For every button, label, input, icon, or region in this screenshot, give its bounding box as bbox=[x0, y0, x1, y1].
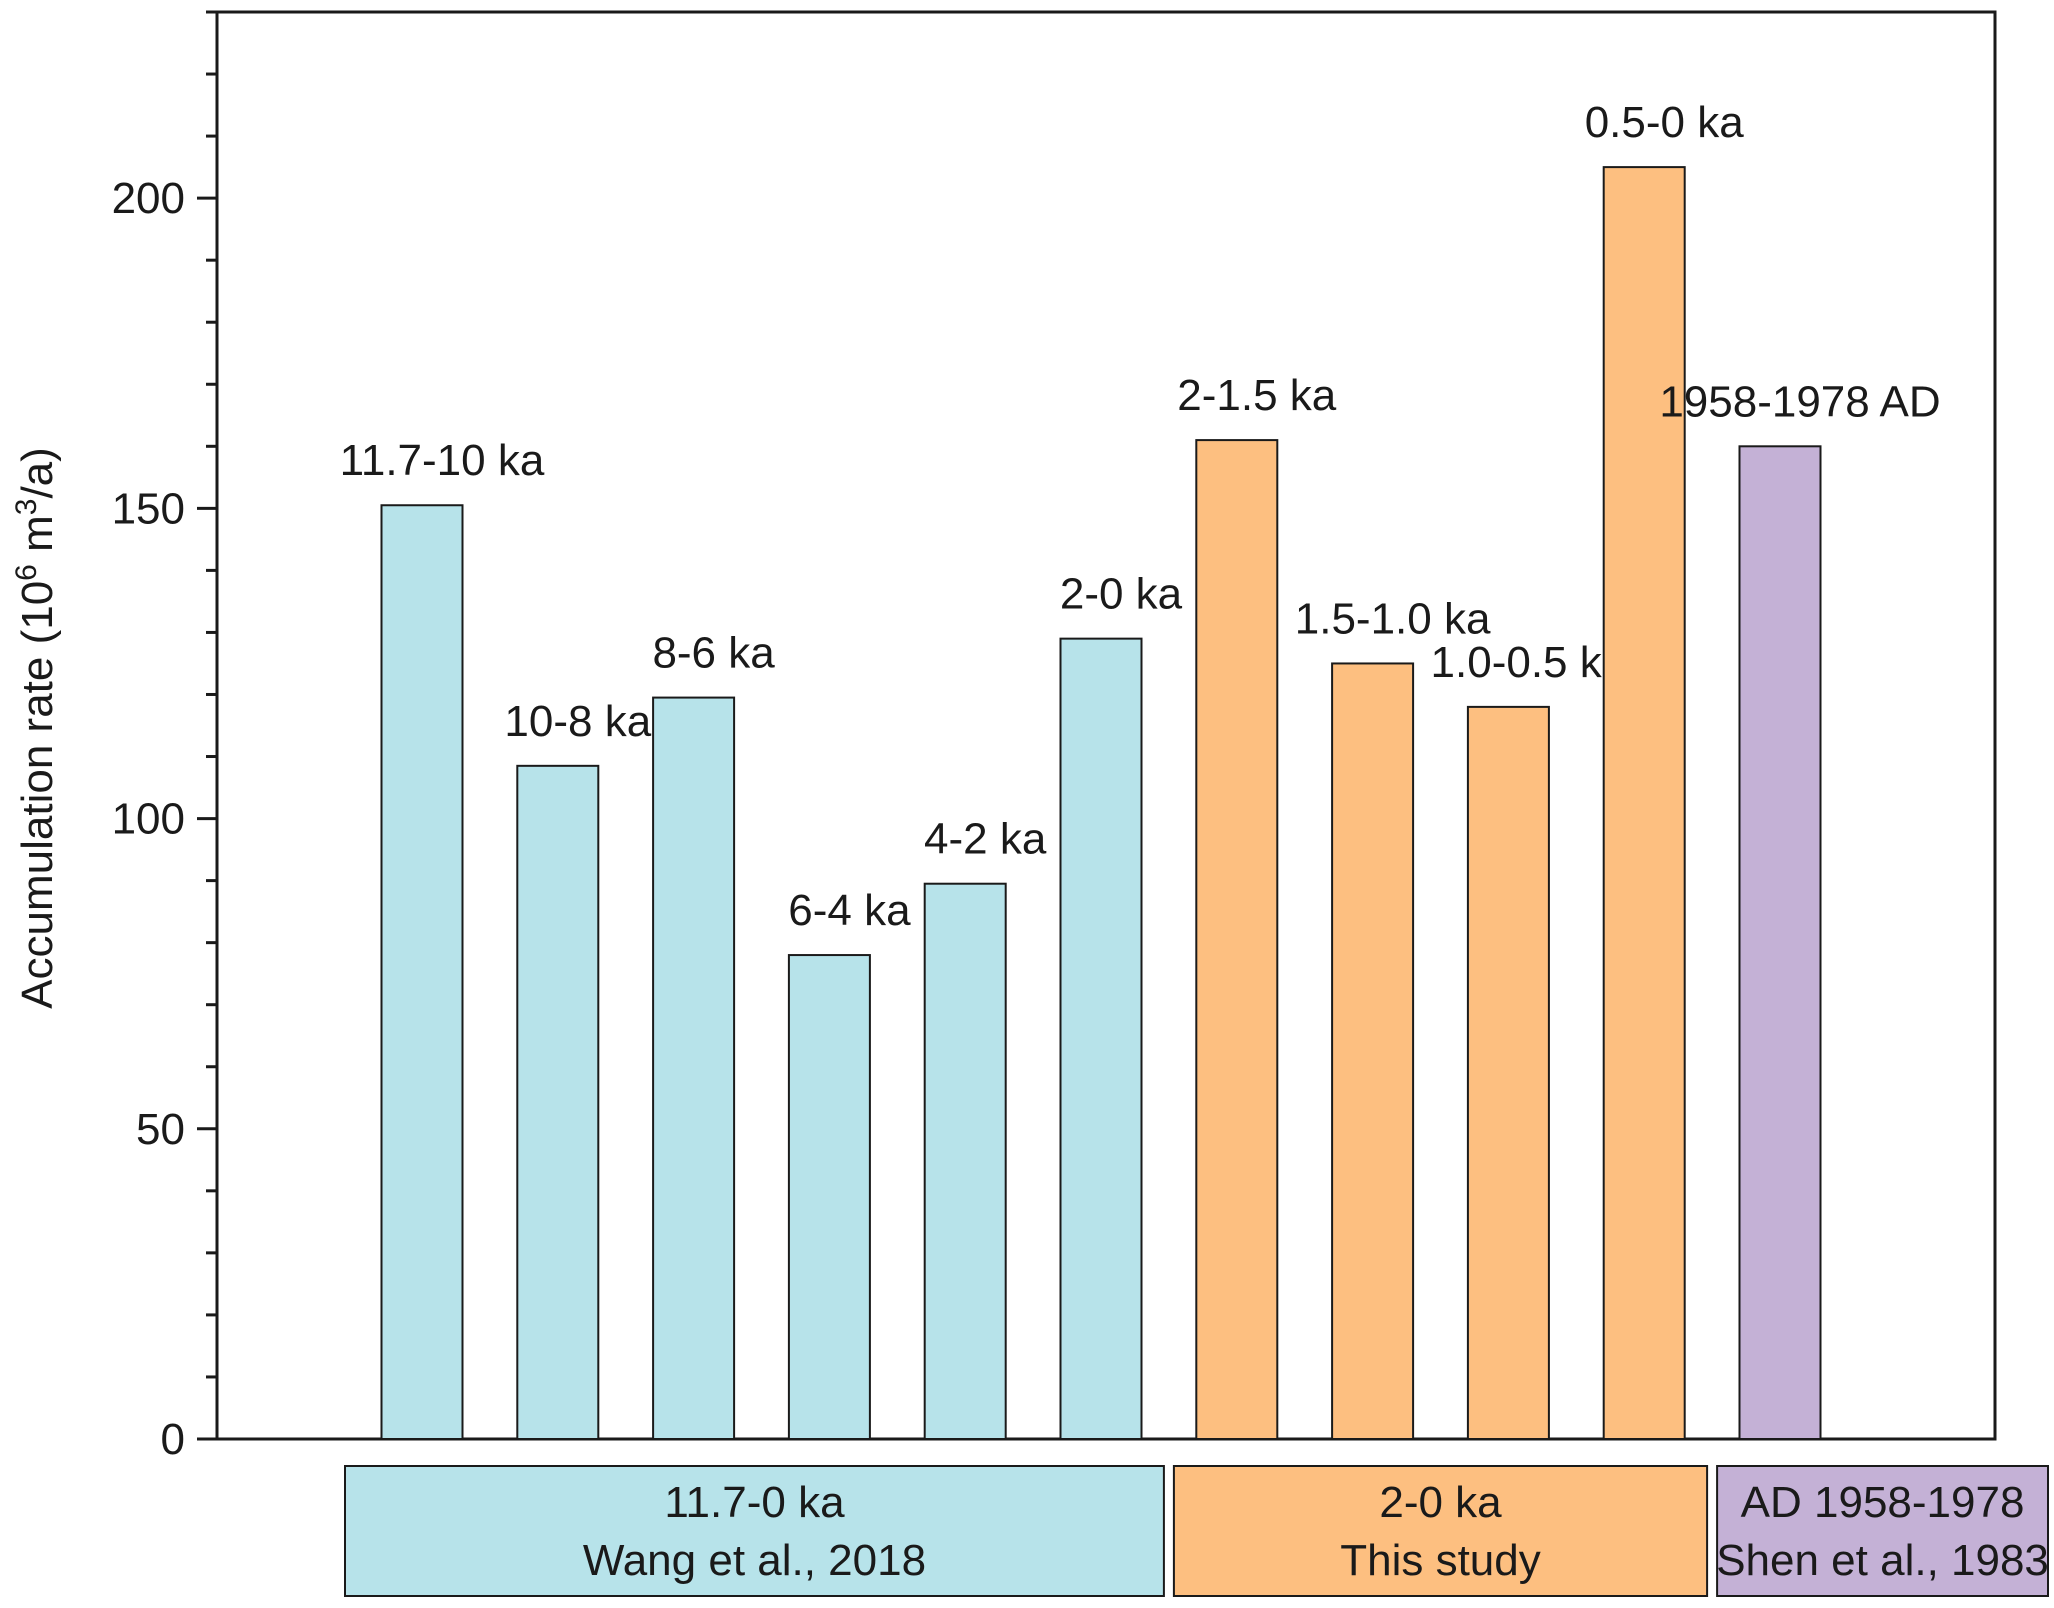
group-label-source: This study bbox=[1340, 1536, 1541, 1585]
group-label-source: Shen et al., 1983 bbox=[1716, 1536, 2049, 1585]
bars: 11.7-10 ka 10-8 ka8-6 ka 6-4 ka 4-2 ka 2-0 k… bbox=[340, 98, 1941, 1441]
bar-label: 4-2 ka bbox=[924, 815, 1047, 864]
bar bbox=[652, 696, 736, 1440]
bar-label: 8-6 ka bbox=[652, 629, 775, 678]
bar bbox=[1331, 662, 1415, 1440]
group-label-period: 11.7-0 ka bbox=[664, 1478, 845, 1527]
y-tick-label: 100 bbox=[112, 795, 185, 844]
y-axis-label-end: /a) bbox=[13, 447, 62, 498]
bar-label: 1.0-0.5 ka bbox=[1431, 638, 1627, 687]
bar bbox=[380, 504, 464, 1440]
group-box bbox=[1172, 1465, 1709, 1597]
y-axis-label-unit: m bbox=[13, 515, 62, 564]
bar-label: 1958-1978 AD bbox=[1659, 377, 1940, 426]
bar bbox=[1466, 705, 1550, 1440]
bar-label: 11.7-10 ka bbox=[340, 436, 545, 485]
group-box bbox=[1716, 1465, 2049, 1597]
y-axis-label-exponent-2: 3 bbox=[10, 499, 43, 516]
bar-label: 1.5-1.0 ka bbox=[1295, 594, 1491, 643]
group-legend-boxes: 11.7-0 ka Wang et al., 2018 2-0 ka This stu… bbox=[344, 1465, 2049, 1597]
y-axis-label: Accumulation rate (106 m3/a) bbox=[10, 447, 62, 1009]
bar-label: 6-4 ka bbox=[788, 886, 911, 935]
bar-label: 0.5-0 ka bbox=[1585, 98, 1745, 147]
y-tick-label: 0 bbox=[161, 1415, 185, 1464]
bar bbox=[516, 764, 600, 1440]
bar bbox=[923, 882, 1007, 1440]
y-tick-label: 50 bbox=[136, 1105, 185, 1154]
bar-label: 2-0 ka bbox=[1060, 570, 1183, 619]
bar bbox=[1059, 637, 1143, 1440]
y-axis-label-main: Accumulation rate (10 bbox=[13, 581, 62, 1009]
bar bbox=[787, 954, 871, 1440]
y-axis-ticks: 0 50 100 150 200 bbox=[112, 10, 217, 1464]
group-label-period: 2-0 ka bbox=[1379, 1478, 1502, 1527]
y-axis-label-exponent-1: 6 bbox=[10, 564, 43, 581]
bar-label: 2-1.5 ka bbox=[1177, 371, 1337, 420]
group-label-source: Wang et al., 2018 bbox=[583, 1536, 926, 1585]
y-tick-label: 150 bbox=[112, 484, 185, 533]
group-box bbox=[344, 1465, 1165, 1597]
bar bbox=[1195, 439, 1279, 1441]
bar bbox=[1602, 166, 1686, 1441]
y-tick-label: 200 bbox=[112, 174, 185, 223]
group-label-period: AD 1958-1978 bbox=[1741, 1478, 2025, 1527]
bar-label: 10-8 ka bbox=[504, 697, 651, 746]
bar bbox=[1738, 445, 1822, 1441]
